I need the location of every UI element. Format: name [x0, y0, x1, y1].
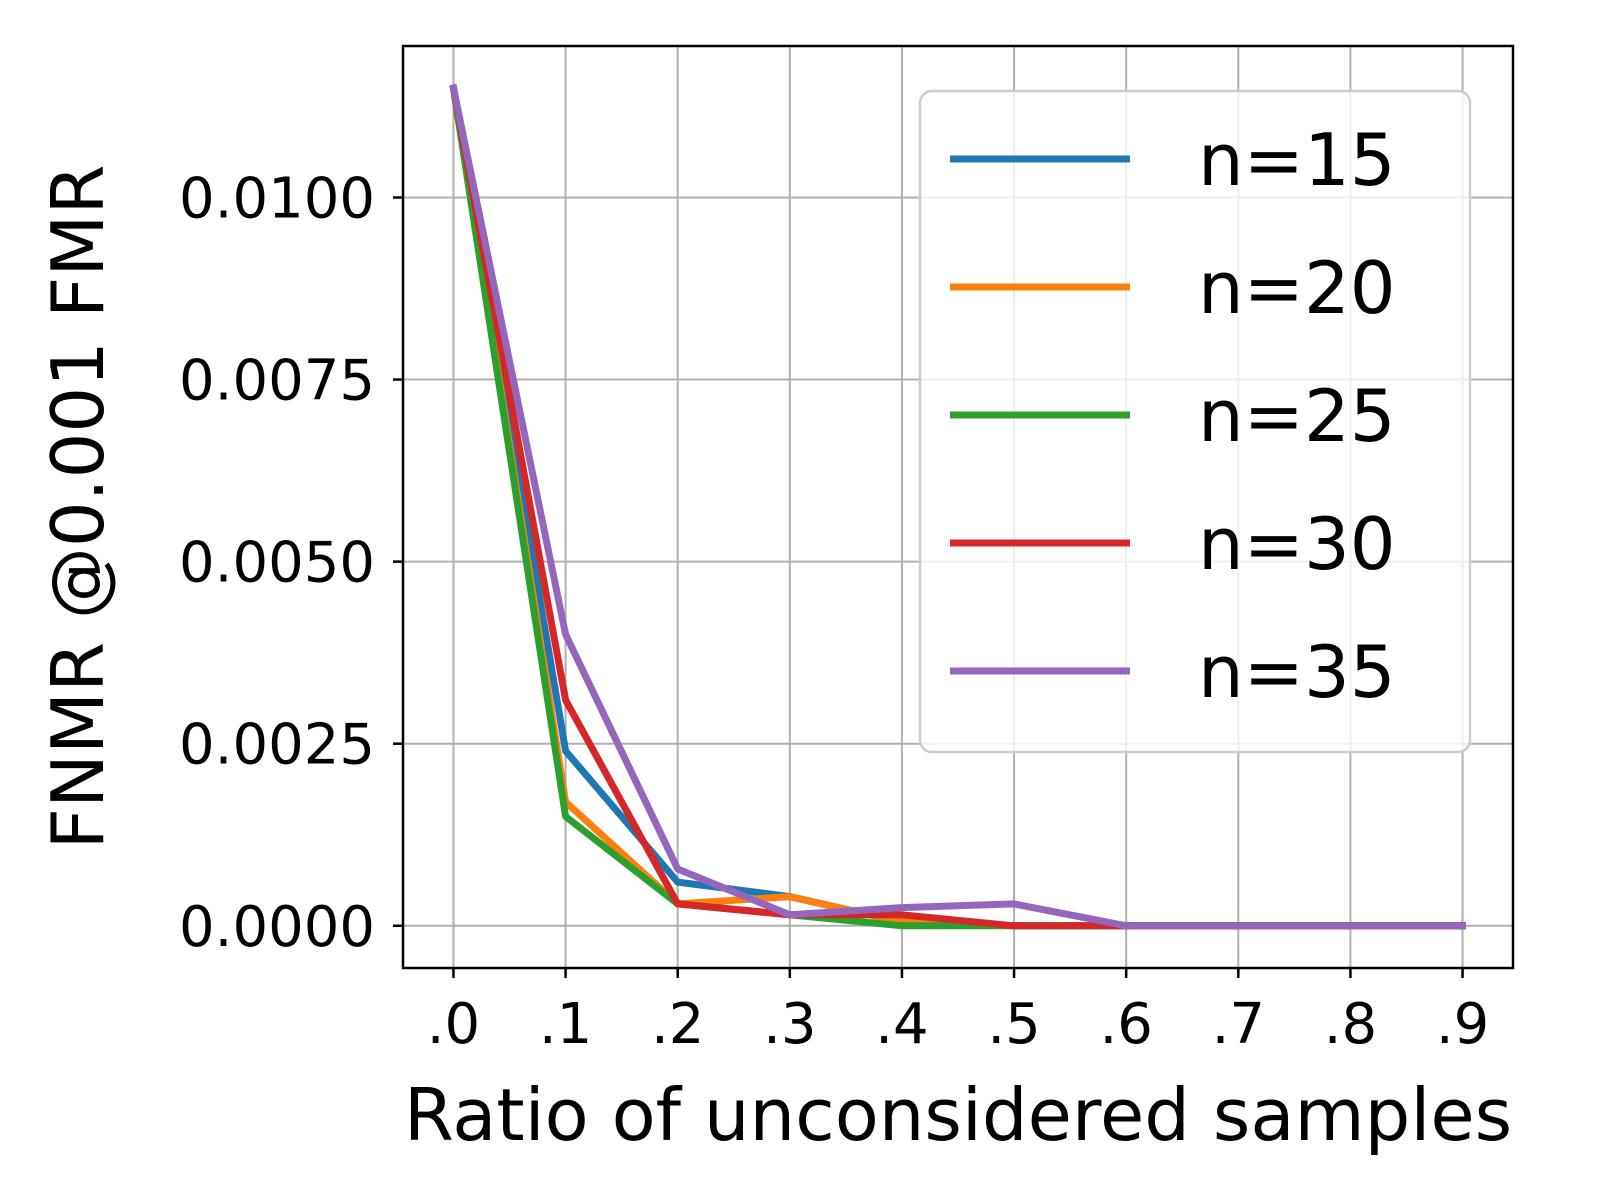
- y-tick-label: 0.0075: [179, 349, 375, 414]
- x-tick-label: .9: [1436, 992, 1489, 1057]
- x-tick-label: .7: [1212, 992, 1265, 1057]
- series-lines: [449, 84, 1466, 930]
- legend-label: n=25: [1198, 374, 1396, 458]
- x-tick-label: .1: [539, 992, 592, 1057]
- plot-frame: [401, 44, 1515, 970]
- y-tick-label: 0.0100: [179, 166, 375, 231]
- x-tick-label: .0: [427, 992, 480, 1057]
- legend-label: n=30: [1198, 502, 1396, 586]
- y-tick-label: 0.0025: [179, 713, 375, 778]
- legend-frame: [918, 89, 1472, 754]
- y-axis-label: FNMR @0.001 FMR: [36, 165, 120, 850]
- x-tick-label: .8: [1324, 992, 1377, 1057]
- legend-label: n=20: [1198, 246, 1396, 330]
- legend: n=15 n=20 n=25 n=30 n=35: [918, 89, 1472, 754]
- y-axis-ticks: 0.0000 0.0025 0.0050 0.0075 0.0100: [179, 166, 403, 960]
- x-tick-label: .2: [651, 992, 704, 1057]
- x-axis-label: Ratio of unconsidered samples: [404, 1073, 1512, 1157]
- y-tick-label: 0.0050: [179, 531, 375, 596]
- x-tick-label: .3: [763, 992, 816, 1057]
- legend-label: n=35: [1198, 630, 1396, 714]
- x-tick-label: .6: [1099, 992, 1152, 1057]
- x-tick-label: .4: [875, 992, 928, 1057]
- series-line-n=35: [449, 84, 1466, 930]
- y-tick-label: 0.0000: [179, 895, 375, 960]
- x-tick-label: .5: [987, 992, 1040, 1057]
- x-axis-ticks: .0 .1 .2 .3 .4 .5 .6 .7 .8 .9: [427, 968, 1489, 1057]
- legend-label: n=15: [1198, 118, 1396, 202]
